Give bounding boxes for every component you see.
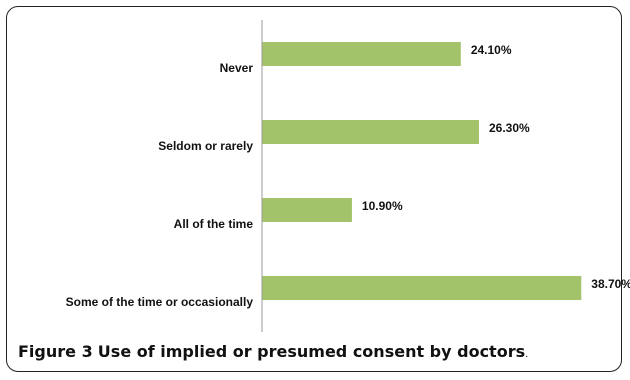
bar-0 <box>262 42 461 66</box>
value-label-3: 38.70% <box>591 277 630 291</box>
category-label-1: Seldom or rarely <box>158 139 253 153</box>
category-label-2: All of the time <box>174 217 254 231</box>
category-label-0: Never <box>220 61 254 75</box>
value-label-2: 10.90% <box>362 199 403 213</box>
caption-text: Use of implied or presumed consent by do… <box>97 342 526 361</box>
figure-frame <box>6 6 622 372</box>
value-label-1: 26.30% <box>489 121 530 135</box>
bar-3 <box>262 276 582 300</box>
value-label-0: 24.10% <box>471 43 512 57</box>
figure-caption: Figure 3 Use of implied or presumed cons… <box>18 342 618 366</box>
bar-2 <box>262 198 352 222</box>
caption-label: Figure 3 <box>18 342 93 361</box>
caption-end: . <box>525 349 529 360</box>
category-label-3: Some of the time or occasionally <box>66 295 254 309</box>
bar-1 <box>262 120 479 144</box>
